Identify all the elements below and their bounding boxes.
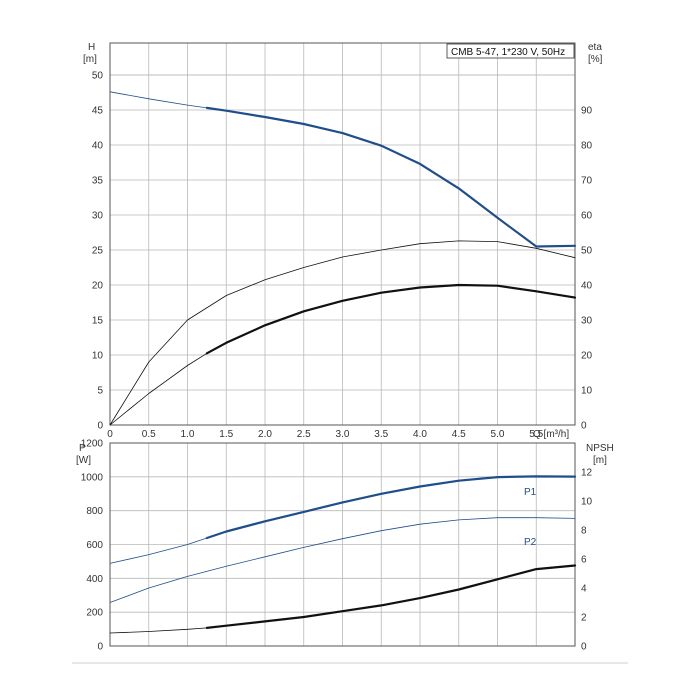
top-series-group xyxy=(109,91,577,426)
chart-title: CMB 5-47, 1*230 V, 50Hz xyxy=(451,47,565,58)
bottom-series-group xyxy=(109,475,577,634)
top-series-1-curve xyxy=(205,106,577,248)
bottom-series-3-curve-thin xyxy=(109,627,208,634)
top-y-tick-label: 5 xyxy=(97,386,103,397)
top-x-tick-label: 5.0 xyxy=(491,429,505,440)
bottom-y2-tick-label: 4 xyxy=(581,584,587,595)
top-x-tick-label: 2.0 xyxy=(258,429,272,440)
top-y-tick-label: 25 xyxy=(92,246,104,257)
top-x-tick-label: 5.5 xyxy=(529,429,543,440)
top-y-tick-label: 15 xyxy=(92,316,104,327)
top-y-tick-label: 10 xyxy=(92,351,104,362)
bottom-y-tick-label: 200 xyxy=(86,608,103,619)
top-y-tick-label: 30 xyxy=(92,211,104,222)
top-grid xyxy=(110,43,575,425)
top-y2-tick-label: 20 xyxy=(581,351,593,362)
top-x-tick-label: 3.0 xyxy=(336,429,350,440)
bottom-y2-tick-label: 12 xyxy=(581,468,593,479)
bottom-y2-tick-label: 10 xyxy=(581,497,593,508)
top-x-tick-label: 1.0 xyxy=(181,429,195,440)
chart-title-box xyxy=(446,43,575,59)
bottom-y-tick-label: 0 xyxy=(97,642,103,653)
q-axis-label: Q [m³/h] xyxy=(533,429,569,440)
top-x-tick-label: 0 xyxy=(107,429,113,440)
bottom-grid xyxy=(110,442,575,646)
top-y-tick-label: 35 xyxy=(92,176,104,187)
h-axis-label: H xyxy=(88,42,95,53)
p1-series-label: P1 xyxy=(524,487,537,498)
top-series-2-curve-thin xyxy=(109,240,576,426)
bottom-y2-tick-label: 6 xyxy=(581,555,587,566)
top-x-tick-label: 1.5 xyxy=(219,429,233,440)
top-panel: 0 5 10 15 20 25 30 35 40 45 50 0 10 20 30 40 50 60 70 80 90 0… xyxy=(83,42,603,440)
npsh-axis-unit: [m] xyxy=(593,455,607,466)
bottom-panel: 0 200 400 600 800 1000 1200 0 2 4 6 8 10 12 P [W] NPS… xyxy=(76,439,614,653)
eta-axis-label: eta xyxy=(588,42,602,53)
top-y2-tick-label: 10 xyxy=(581,386,593,397)
bottom-y-tick-label: 600 xyxy=(86,540,103,551)
p2-series-label: P2 xyxy=(524,537,537,548)
top-series-3-curve xyxy=(205,283,577,355)
bottom-y-tick-label: 800 xyxy=(86,506,103,517)
bottom-series-3-curve xyxy=(205,564,577,629)
top-y2-tick-label: 50 xyxy=(581,246,593,257)
top-x-tick-label: 4.0 xyxy=(413,429,427,440)
top-y-tick-label: 45 xyxy=(92,106,104,117)
top-y2-tick-label: 30 xyxy=(581,316,593,327)
bottom-y2-tick-label: 0 xyxy=(581,642,587,653)
top-y-tick-label: 0 xyxy=(97,421,103,432)
top-series-1-curve-thin xyxy=(109,91,208,109)
bottom-y-tick-label: 1200 xyxy=(81,439,104,450)
top-y2-tick-label: 80 xyxy=(581,141,593,152)
p-axis-unit: [W] xyxy=(76,455,91,466)
top-x-tick-label: 2.5 xyxy=(297,429,311,440)
top-tick-labels: 0 5 10 15 20 25 30 35 40 45 50 0 10 20 30 40 50 60 70 80 90 0… xyxy=(92,71,593,441)
top-y2-tick-label: 0 xyxy=(581,421,587,432)
h-axis-unit: [m] xyxy=(83,54,97,65)
top-y2-tick-label: 60 xyxy=(581,211,593,222)
bottom-p1-curve-thin xyxy=(109,537,208,564)
bottom-tick-labels: 0 200 400 600 800 1000 1200 0 2 4 6 8 10 12 xyxy=(81,439,593,653)
top-y2-tick-label: 90 xyxy=(581,106,593,117)
top-x-tick-label: 3.5 xyxy=(374,429,388,440)
top-y-tick-label: 40 xyxy=(92,141,104,152)
top-x-tick-label: 4.5 xyxy=(452,429,466,440)
bottom-plot-frame xyxy=(109,442,576,647)
bottom-y-tick-label: 1000 xyxy=(81,472,104,483)
bottom-y2-tick-label: 8 xyxy=(581,526,587,537)
top-x-tick-label: 0.5 xyxy=(142,429,156,440)
bottom-y2-tick-label: 2 xyxy=(581,613,587,624)
bottom-p1-curve xyxy=(205,475,577,540)
npsh-axis-label: NPSH xyxy=(586,443,614,454)
p-axis-label: P xyxy=(79,443,86,454)
top-plot-frame xyxy=(109,42,576,426)
top-y2-tick-label: 40 xyxy=(581,281,593,292)
top-y2-tick-label: 70 xyxy=(581,176,593,187)
top-y-tick-label: 20 xyxy=(92,281,104,292)
bottom-y-tick-label: 400 xyxy=(86,574,103,585)
bottom-p2-curve-thin xyxy=(109,517,576,603)
eta-axis-unit: [%] xyxy=(588,54,603,65)
top-series-3-curve-thin xyxy=(109,352,208,426)
top-y-tick-label: 50 xyxy=(92,71,104,82)
